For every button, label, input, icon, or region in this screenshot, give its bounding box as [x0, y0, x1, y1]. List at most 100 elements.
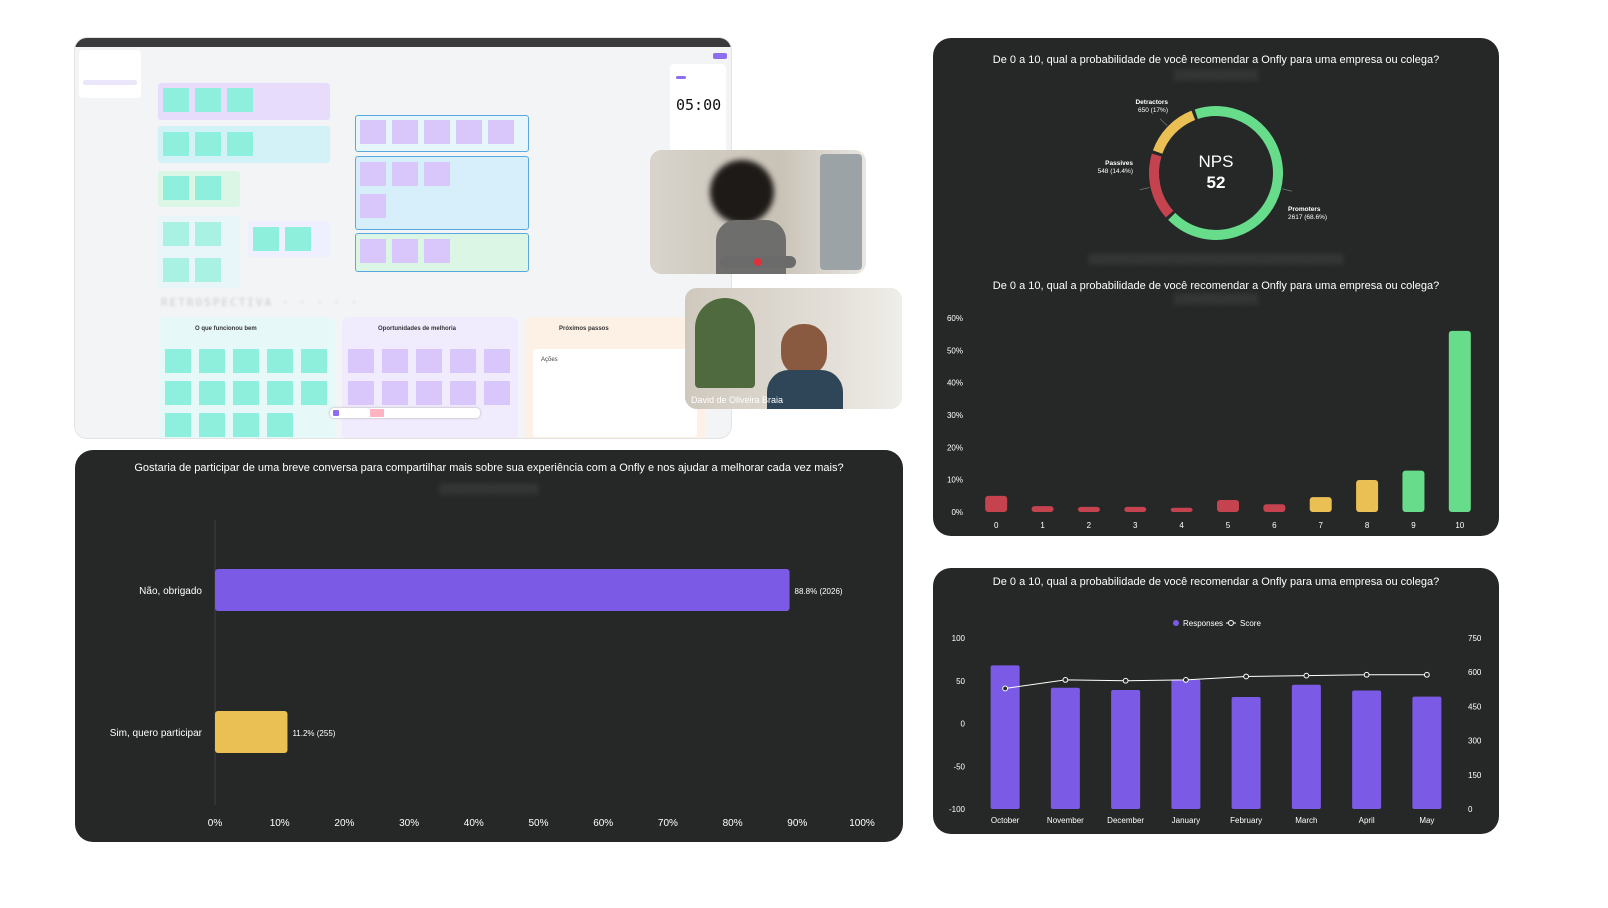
combo-left-ytick: -100 — [949, 805, 966, 814]
participation-bar-chart: 0% 10% 20% 30% 40% 50% 60% 70% 80% 90% 100% Não, ob… — [110, 520, 875, 829]
combo-score-point-april — [1363, 671, 1370, 678]
nps-bar-0 — [985, 495, 1008, 512]
legend-responses-label: Responses — [1183, 619, 1223, 628]
nps-bar-6 — [1263, 504, 1286, 512]
combo-right-ytick: 300 — [1468, 737, 1482, 746]
nps-bar-1 — [1031, 506, 1054, 512]
nps-xtick: 2 — [1087, 521, 1092, 530]
timer-display: 05:00 — [676, 96, 722, 114]
tile-improve-title: Oportunidades de melhoria — [378, 326, 457, 332]
combo-left-ytick: -50 — [953, 762, 965, 771]
nps-xtick: 8 — [1365, 521, 1370, 530]
nps-ytick: 30% — [947, 411, 963, 420]
combo-score-point-january — [1182, 676, 1189, 683]
hbar-bar-0 — [215, 569, 790, 611]
drawing-toolbar[interactable] — [330, 408, 480, 418]
combo-xtick: November — [1047, 816, 1084, 825]
hbar-xtick: 0% — [208, 818, 223, 829]
nps-bar-2 — [1077, 506, 1100, 512]
legend-score-swatch — [1228, 620, 1234, 626]
combo-bar-december — [1111, 689, 1141, 809]
hbar-xtick: 30% — [399, 818, 419, 829]
combo-xtick: October — [991, 816, 1020, 825]
hbar-xtick: 100% — [849, 818, 875, 829]
combo-bar-november — [1050, 687, 1080, 809]
video-tile-participant-1 — [650, 150, 866, 274]
participant-1-blurred — [710, 160, 774, 224]
tile-worked-title: O que funcionou bem — [195, 326, 257, 332]
participation-card: Gostaria de participar de uma breve conv… — [75, 450, 903, 842]
nps-bar-7 — [1309, 497, 1332, 512]
combo-score-point-february — [1243, 673, 1250, 680]
hbar-xtick: 90% — [787, 818, 807, 829]
tile-next: Próximos passos Ações — [525, 317, 705, 438]
combo-bar-may — [1412, 696, 1442, 809]
tile-worked: O que funcionou bem — [159, 317, 335, 438]
hbar-xtick: 70% — [658, 818, 678, 829]
end-call-icon[interactable] — [754, 258, 762, 266]
tile-next-title: Próximos passos — [559, 326, 609, 332]
hbar-xtick: 80% — [723, 818, 743, 829]
donut-slice-passives — [1148, 106, 1283, 240]
nps-score-bar-chart: 0% 10% 20% 30% 40% 50% 60% 0 1 2 3 4 5 6 7 8 9 10 — [947, 314, 1471, 530]
video-tile-participant-2: David de Oliveira Braia — [685, 288, 902, 409]
combo-right-ytick: 750 — [1468, 634, 1482, 643]
donut-label-promoters: Promoters — [1288, 206, 1321, 213]
monthly-title: De 0 a 10, qual a probabilidade de você … — [992, 576, 1440, 588]
donut-center-value: 52 — [1207, 173, 1226, 192]
nps-bar-3 — [1124, 506, 1147, 512]
share-button[interactable] — [713, 53, 727, 59]
nps-ytick: 10% — [947, 476, 963, 485]
donut-value-passives: 548 (14.4%) — [1098, 168, 1133, 175]
donut-label-detractors: Detractors — [1135, 99, 1168, 106]
hbar-xtick: 50% — [528, 818, 548, 829]
combo-right-ytick: 450 — [1468, 702, 1482, 711]
combo-score-point-may — [1423, 671, 1430, 678]
nps-bar-title: De 0 a 10, qual a probabilidade de você … — [992, 280, 1440, 292]
hbar-category-label: Sim, quero participar — [110, 728, 203, 739]
combo-xtick: December — [1107, 816, 1144, 825]
combo-score-point-march — [1303, 672, 1310, 679]
hbar-bar-1 — [215, 711, 288, 753]
legend-score-label: Score — [1240, 619, 1261, 628]
participation-title: Gostaria de participar de uma breve conv… — [134, 462, 844, 474]
nps-xtick: 0 — [994, 521, 999, 530]
participant-name: David de Oliveira Braia — [691, 395, 784, 405]
combo-score-point-november — [1062, 676, 1069, 683]
donut-slice-promoters — [1149, 106, 1283, 240]
nps-xtick: 6 — [1272, 521, 1277, 530]
pages-sidebar — [79, 50, 141, 98]
call-controls[interactable] — [720, 256, 796, 268]
combo-xtick: March — [1295, 816, 1317, 825]
combo-right-ytick: 600 — [1468, 668, 1482, 677]
nps-xtick: 7 — [1319, 521, 1324, 530]
nps-ytick: 60% — [947, 314, 963, 323]
hbar-xtick: 60% — [593, 818, 613, 829]
hbar-xtick: 20% — [334, 818, 354, 829]
nps-donut-title: De 0 a 10, qual a probabilidade de você … — [992, 54, 1440, 66]
donut-slice-detractors — [1149, 106, 1283, 240]
nps-bar-10 — [1448, 330, 1471, 512]
hbar-category-label: Não, obrigado — [139, 586, 202, 597]
legend-responses-swatch — [1173, 620, 1179, 626]
nps-xtick: 9 — [1411, 521, 1416, 530]
combo-xtick: April — [1359, 816, 1375, 825]
combo-bar-february — [1231, 697, 1261, 809]
combo-bar-march — [1291, 684, 1321, 809]
nps-ytick: 50% — [947, 346, 963, 355]
nps-xtick: 10 — [1455, 521, 1464, 530]
combo-bar-january — [1171, 679, 1201, 809]
nps-card: De 0 a 10, qual a probabilidade de você … — [933, 38, 1499, 536]
combo-right-ytick: 0 — [1468, 805, 1473, 814]
hbar-xtick: 10% — [270, 818, 290, 829]
monthly-card: De 0 a 10, qual a probabilidade de você … — [933, 568, 1499, 834]
nps-ytick: 0% — [951, 508, 963, 517]
tile-improve: Oportunidades de melhoria — [342, 317, 518, 438]
nps-xtick: 4 — [1179, 521, 1184, 530]
donut-leader-promoters — [1282, 188, 1292, 192]
combo-score-point-october — [1002, 685, 1009, 692]
hbar-value-label: 11.2% (255) — [292, 729, 335, 738]
nps-ytick: 20% — [947, 443, 963, 452]
combo-right-ytick: 150 — [1468, 771, 1482, 780]
combo-xtick: February — [1230, 816, 1262, 825]
